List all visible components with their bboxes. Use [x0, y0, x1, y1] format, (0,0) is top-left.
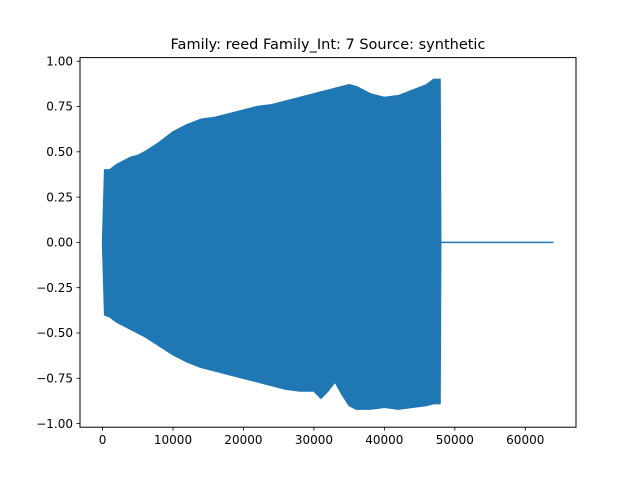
x-axis: 0 10000 20000 30000 40000 50000 60000: [99, 427, 544, 447]
x-tick-label: 0: [99, 433, 107, 447]
plot-area: [101, 78, 554, 410]
y-tick-label: 0.00: [46, 236, 73, 250]
y-tick-label: 0.50: [46, 145, 73, 159]
chart-title: Family: reed Family_Int: 7 Source: synth…: [171, 37, 486, 53]
y-tick-label: −0.25: [36, 281, 73, 295]
x-tick-label: 20000: [224, 433, 262, 447]
y-tick-label: −0.50: [36, 326, 73, 340]
y-tick-label: 0.25: [46, 190, 73, 204]
x-tick-label: 30000: [295, 433, 333, 447]
x-tick-label: 40000: [365, 433, 403, 447]
x-tick-label: 60000: [506, 433, 544, 447]
y-tick-label: 1.00: [46, 54, 73, 68]
y-axis: 1.00 0.75 0.50 0.25 0.00 −0.25 −0.50 −0.75 −1.00: [36, 54, 80, 431]
y-tick-label: −1.00: [36, 417, 73, 431]
y-tick-label: 0.75: [46, 100, 73, 114]
y-tick-label: −0.75: [36, 371, 73, 385]
x-tick-label: 10000: [154, 433, 192, 447]
x-tick-label: 50000: [436, 433, 474, 447]
